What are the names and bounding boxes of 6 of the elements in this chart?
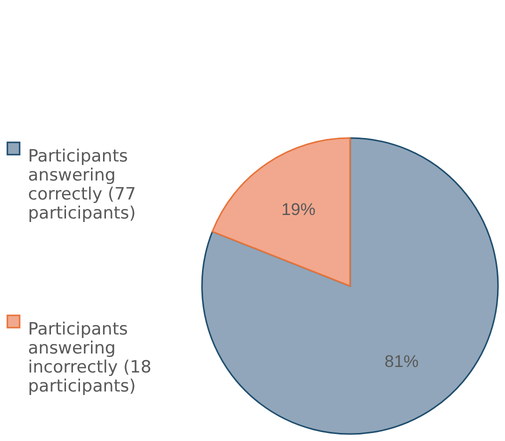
legend-label: Participants answering correctly (77 participants) — [28, 146, 136, 224]
legend-label: Participants answering incorrectly (18 participants) — [28, 320, 152, 396]
pie-slice — [212, 137, 351, 287]
data-label: 19% — [281, 200, 316, 220]
data-label: 81% — [384, 352, 419, 371]
pie-slice — [201, 137, 499, 435]
